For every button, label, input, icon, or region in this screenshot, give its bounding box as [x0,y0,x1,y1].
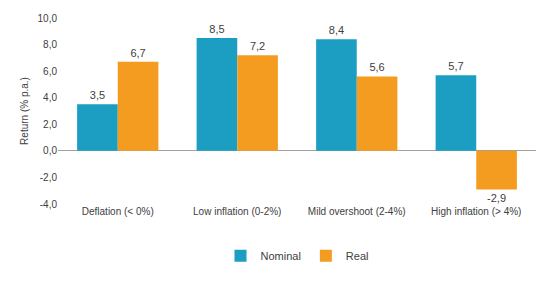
svg-text:8,0: 8,0 [43,39,57,50]
svg-text:2,0: 2,0 [43,119,57,130]
svg-text:0,0: 0,0 [43,145,57,156]
svg-text:-2,9: -2,9 [487,192,506,204]
svg-text:8,4: 8,4 [329,24,344,36]
svg-text:6,0: 6,0 [43,66,57,77]
svg-text:3,5: 3,5 [90,89,105,101]
svg-text:Low inflation (0-2%): Low inflation (0-2%) [193,206,281,217]
svg-text:7,2: 7,2 [250,40,265,52]
svg-text:6,7: 6,7 [130,47,145,59]
svg-text:Return (% p.a.): Return (% p.a.) [19,77,30,145]
svg-text:5,7: 5,7 [448,60,463,72]
svg-text:8,5: 8,5 [209,23,224,35]
svg-text:Deflation (< 0%): Deflation (< 0%) [82,206,154,217]
svg-text:High inflation (> 4%): High inflation (> 4%) [431,206,521,217]
svg-text:-4,0: -4,0 [40,199,58,210]
svg-text:10,0: 10,0 [38,13,58,24]
svg-text:Mild overshoot (2-4%): Mild overshoot (2-4%) [308,206,406,217]
svg-text:5,6: 5,6 [369,61,384,73]
svg-text:4,0: 4,0 [43,92,57,103]
svg-text:Nominal: Nominal [261,250,301,262]
svg-text:Real: Real [346,250,369,262]
svg-text:-2,0: -2,0 [40,172,58,183]
